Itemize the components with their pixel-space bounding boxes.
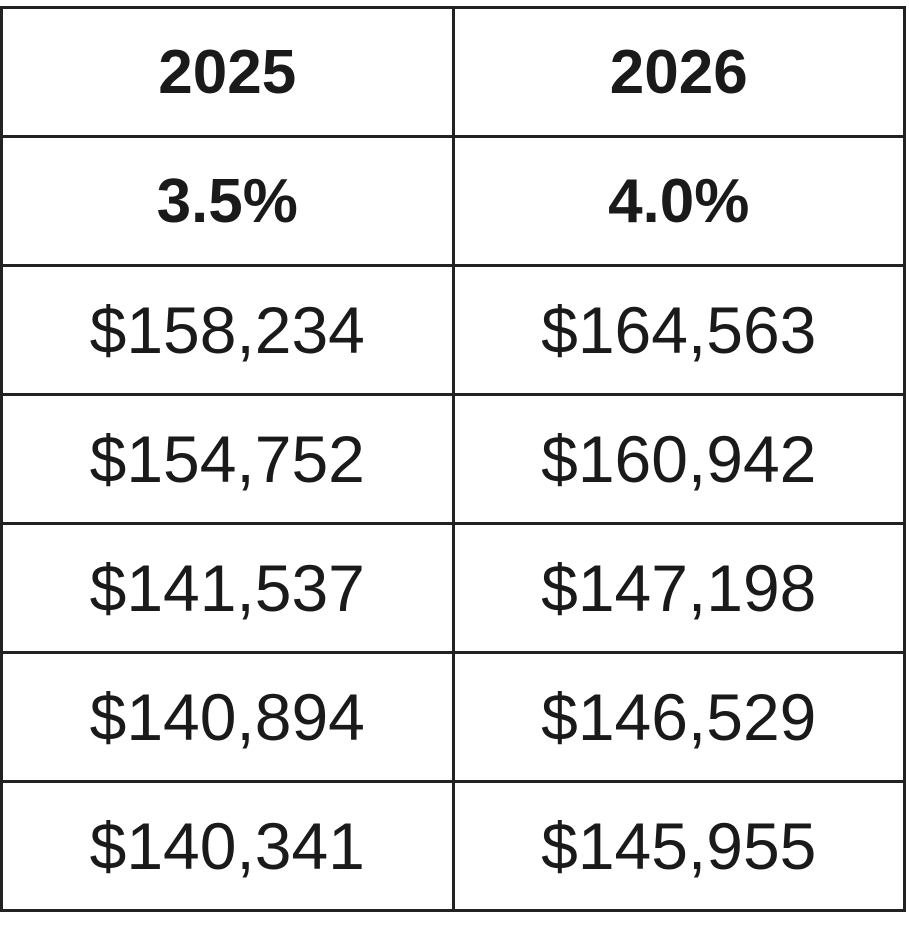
table-row: 3.5% 4.0% (0, 135, 906, 267)
value-cell: $147,198 (451, 522, 906, 654)
table-row: $154,752 $160,942 (0, 393, 906, 525)
value-cell: $160,942 (451, 393, 906, 525)
value-cell: $146,529 (451, 651, 906, 783)
header-cell: 3.5% (0, 135, 455, 267)
salary-table: 2025 2026 3.5% 4.0% $158,234 $164,563 $154,752… (0, 6, 906, 912)
value-cell: $154,752 (0, 393, 455, 525)
table-body: 2025 2026 3.5% 4.0% $158,234 $164,563 $154,752… (0, 6, 906, 912)
value-cell: $140,341 (0, 780, 455, 912)
value-cell: $145,955 (451, 780, 906, 912)
value-cell: $158,234 (0, 264, 455, 396)
value-cell: $140,894 (0, 651, 455, 783)
table-row: 2025 2026 (0, 6, 906, 138)
value-cell: $164,563 (451, 264, 906, 396)
header-cell: 2026 (451, 6, 906, 138)
table-row: $140,894 $146,529 (0, 651, 906, 783)
value-cell: $141,537 (0, 522, 455, 654)
table-row: $158,234 $164,563 (0, 264, 906, 396)
header-cell: 2025 (0, 6, 455, 138)
table-row: $141,537 $147,198 (0, 522, 906, 654)
header-cell: 4.0% (451, 135, 906, 267)
table-row: $140,341 $145,955 (0, 780, 906, 912)
